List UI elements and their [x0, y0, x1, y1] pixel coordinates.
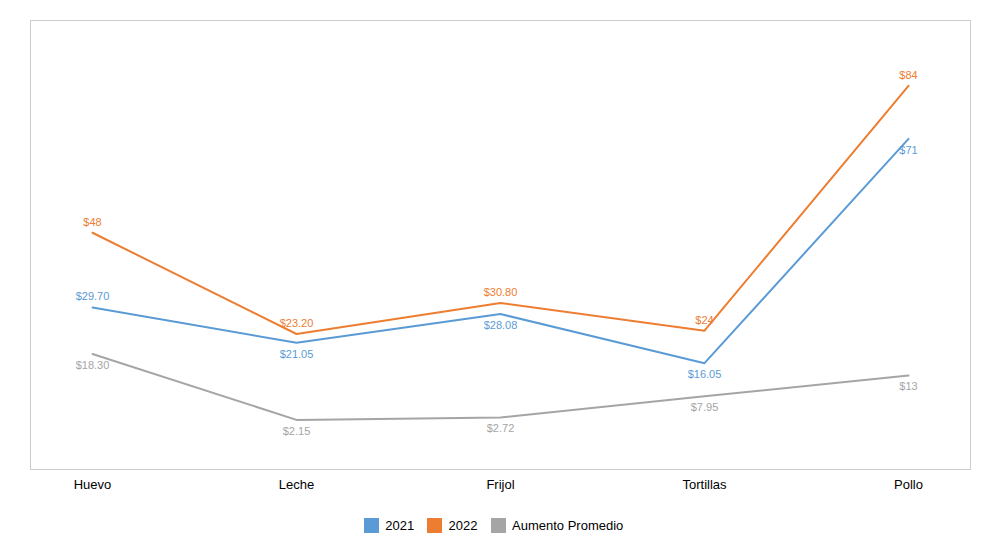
svg-text:$29.70: $29.70: [76, 290, 110, 302]
svg-text:$18.30: $18.30: [76, 359, 110, 371]
svg-text:$2.72: $2.72: [487, 422, 515, 434]
html-text:Aumento Promedio: Aumento Promedio: [512, 518, 624, 533]
svg-text:Huevo: Huevo: [74, 477, 112, 492]
svg-text:Tortillas: Tortillas: [682, 477, 727, 492]
svg-text:$2.15: $2.15: [283, 425, 311, 437]
svg-text:$30.80: $30.80: [484, 286, 518, 298]
svg-text:$23.20: $23.20: [280, 317, 314, 329]
svg-text:Pollo: Pollo: [894, 477, 923, 492]
svg-text:Leche: Leche: [279, 477, 314, 492]
html-text:2021: 2021: [385, 518, 415, 533]
svg-text:$24: $24: [695, 314, 713, 326]
svg-text:$28.08: $28.08: [484, 319, 518, 331]
svg-text:$84: $84: [899, 69, 917, 81]
svg-text:$21.05: $21.05: [280, 348, 314, 360]
svg-text:$48: $48: [83, 216, 101, 228]
html-text:2022: 2022: [448, 518, 478, 533]
svg-text:$16.05: $16.05: [688, 368, 722, 380]
svg-text:Frijol: Frijol: [486, 477, 514, 492]
svg-text:$13: $13: [899, 380, 917, 392]
svg-text:$7.95: $7.95: [691, 401, 719, 413]
svg-text:$71: $71: [899, 144, 917, 156]
